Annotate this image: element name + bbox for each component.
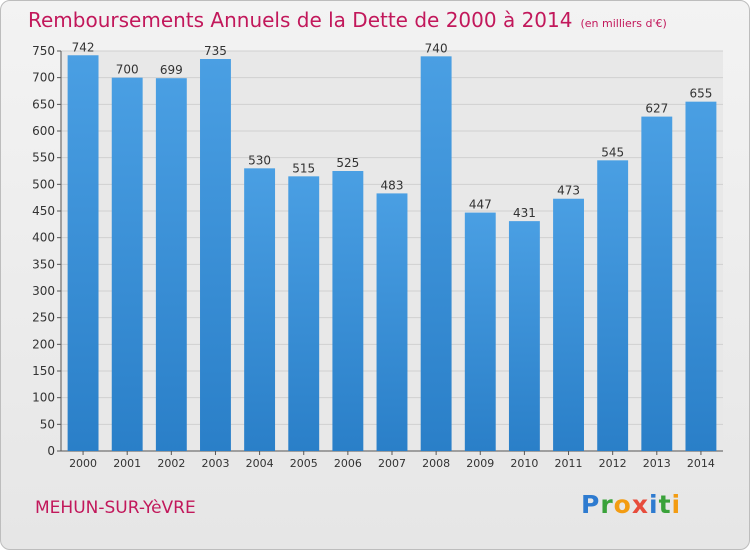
bar [641,116,673,451]
x-tick-label: 2012 [599,457,627,470]
bar [508,221,540,451]
data-label: 700 [116,63,139,77]
y-tick-label: 250 [32,311,55,325]
bar [67,55,99,452]
data-label: 740 [425,41,448,55]
y-tick-label: 650 [32,97,55,111]
data-label: 483 [381,178,404,192]
y-tick-label: 300 [32,284,55,298]
logo-letter: t [658,490,672,519]
chart-title: Remboursements Annuels de la Dette de 20… [28,8,667,32]
bar [200,59,231,451]
data-label: 699 [160,63,183,77]
bar [376,193,408,451]
y-tick-label: 450 [32,204,55,218]
bar [155,78,187,451]
proxiti-logo: Proxiti [581,490,681,519]
x-tick-label: 2001 [113,457,141,470]
x-tick-label: 2014 [687,457,715,470]
x-tick-label: 2006 [334,457,362,470]
y-tick-label: 100 [32,391,55,405]
data-label: 530 [248,153,271,167]
x-tick-label: 2003 [201,457,229,470]
bar [288,176,320,452]
y-tick-label: 350 [32,257,55,271]
x-tick-label: 2007 [378,457,406,470]
bar [420,56,452,451]
data-label: 431 [513,206,536,220]
bar [685,101,717,452]
x-tick-label: 2009 [466,457,494,470]
data-label: 627 [645,102,668,116]
y-tick-label: 550 [32,151,55,165]
data-label: 655 [689,87,712,101]
logo-letter: o [613,490,632,519]
x-tick-label: 2002 [157,457,185,470]
data-label: 447 [469,198,492,212]
y-tick-label: 600 [32,124,55,138]
y-tick-label: 150 [32,364,55,378]
y-tick-label: 700 [32,71,55,85]
logo-letter: P [581,490,601,519]
x-tick-label: 2011 [555,457,583,470]
logo-letter: i [649,490,659,519]
data-label: 742 [72,40,95,54]
data-label: 515 [292,161,315,175]
x-tick-label: 2004 [246,457,274,470]
logo-letter: i [671,490,682,519]
data-label: 473 [557,184,580,198]
bar [332,171,364,451]
bar [244,168,276,452]
y-tick-label: 0 [47,444,55,458]
x-tick-label: 2013 [643,457,671,470]
data-label: 545 [601,145,624,159]
y-tick-label: 200 [32,337,55,351]
data-label: 735 [204,44,227,58]
title-unit: (en milliers d'€) [580,17,667,30]
bar [553,198,584,451]
y-tick-label: 50 [40,417,55,431]
logo-letter: r [600,490,614,519]
x-tick-label: 2000 [69,457,97,470]
y-tick-label: 400 [32,231,55,245]
x-tick-label: 2005 [290,457,318,470]
bar [597,160,629,452]
y-tick-label: 500 [32,177,55,191]
title-text: Remboursements Annuels de la Dette de 20… [28,8,573,32]
bar [464,212,496,451]
commune-name: MEHUN-SUR-YèVRE [35,498,196,518]
bar [111,77,143,452]
y-tick-label: 750 [32,44,55,58]
x-tick-label: 2008 [422,457,450,470]
x-tick-label: 2010 [510,457,538,470]
logo-letter: x [631,490,649,519]
data-label: 525 [336,156,359,170]
